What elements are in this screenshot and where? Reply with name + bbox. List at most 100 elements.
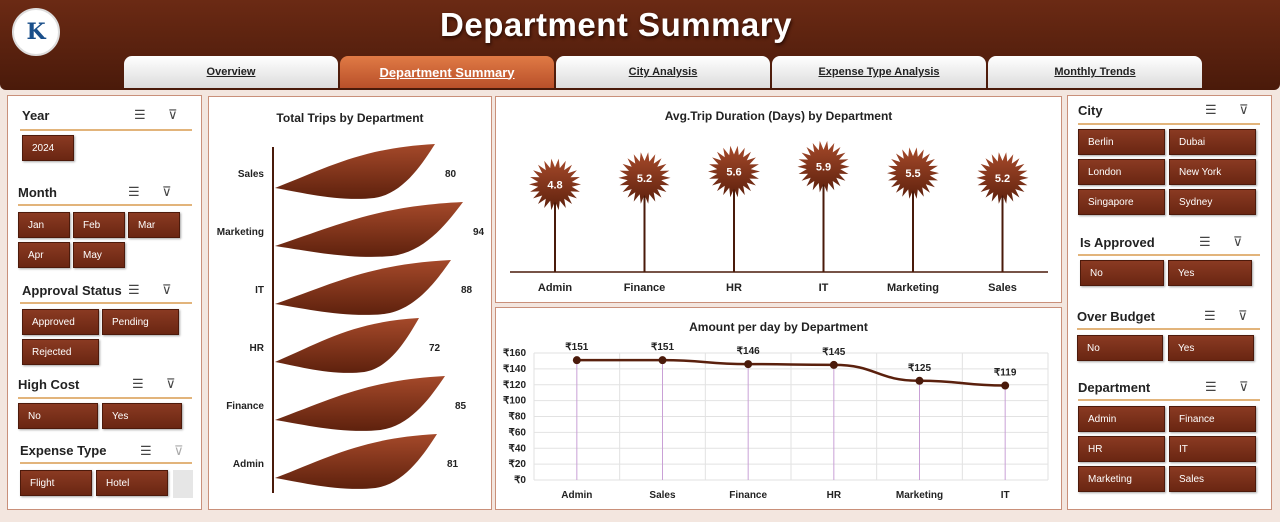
category-label: Marketing — [887, 282, 939, 294]
data-point — [915, 376, 924, 385]
data-label: 88 — [461, 285, 473, 296]
y-tick-label: ₹0 — [514, 475, 526, 486]
slicer-item-marketing[interactable]: Marketing — [1078, 466, 1165, 492]
bar-finance — [275, 376, 445, 431]
data-label: 72 — [429, 343, 441, 354]
clear-filter-icon[interactable]: ⊽ — [166, 376, 176, 391]
data-point — [744, 360, 753, 369]
clear-filter-icon[interactable]: ⊽ — [168, 107, 178, 122]
slicer-item-london[interactable]: London — [1078, 159, 1165, 185]
slicer-item-feb[interactable]: Feb — [73, 212, 125, 238]
category-label: Marketing — [217, 227, 264, 238]
burst-admin — [529, 158, 581, 211]
slicer-title-month: Month — [18, 185, 57, 200]
slicer-item-finance[interactable]: Finance — [1169, 406, 1256, 432]
clear-filter-icon[interactable]: ⊽ — [174, 443, 184, 458]
data-label: ₹146 — [737, 346, 760, 357]
amount-per-day-chart-panel: Amount per day by Department ₹0 ₹20 ₹40 ₹60… — [495, 307, 1062, 510]
category-label: Admin — [233, 459, 264, 470]
bar-hr — [275, 318, 419, 373]
slicer-title-over-budget: Over Budget — [1077, 309, 1156, 324]
burst-sales — [976, 152, 1029, 204]
multi-select-icon[interactable]: ☰ — [128, 282, 140, 297]
slicer-item-apr[interactable]: Apr — [18, 242, 70, 268]
y-tick-label: ₹60 — [509, 427, 527, 438]
slicer-item-new-york[interactable]: New York — [1169, 159, 1256, 185]
slicer-item-2024[interactable]: 2024 — [22, 135, 74, 161]
data-label: 81 — [447, 459, 459, 470]
slicer-item-sydney[interactable]: Sydney — [1169, 189, 1256, 215]
x-tick-label: Marketing — [896, 490, 943, 501]
slicer-item-hr[interactable]: HR — [1078, 436, 1165, 462]
slicer-item-jan[interactable]: Jan — [18, 212, 70, 238]
multi-select-icon[interactable]: ☰ — [1205, 102, 1217, 117]
slicer-item-approved[interactable]: Approved — [22, 309, 99, 335]
avg-duration-chart-panel: Avg.Trip Duration (Days) by Department 4… — [495, 96, 1062, 303]
slicer-item-rejected[interactable]: Rejected — [22, 339, 99, 365]
clear-filter-icon[interactable]: ⊽ — [162, 282, 172, 297]
data-point — [658, 356, 667, 365]
slicer-item-berlin[interactable]: Berlin — [1078, 129, 1165, 155]
y-tick-label: ₹40 — [509, 443, 527, 454]
multi-select-icon[interactable]: ☰ — [132, 376, 144, 391]
slicer-item-yes[interactable]: Yes — [1168, 260, 1252, 286]
multi-select-icon[interactable]: ☰ — [1204, 308, 1216, 323]
burst-hr — [708, 145, 760, 198]
burst-marketing — [887, 147, 939, 199]
category-label: Admin — [538, 282, 573, 294]
bar-marketing — [275, 202, 463, 257]
slicer-item-no[interactable]: No — [1077, 335, 1163, 361]
slicer-scrollbar[interactable] — [173, 470, 193, 498]
clear-filter-icon[interactable]: ⊽ — [1239, 102, 1249, 117]
category-label: Sales — [988, 282, 1017, 294]
slicer-item-mar[interactable]: Mar — [128, 212, 180, 238]
chart-title: Total Trips by Department — [276, 111, 424, 125]
tab-overview[interactable]: Overview — [124, 56, 338, 88]
slicer-item-flight[interactable]: Flight — [20, 470, 92, 496]
slicer-title-approval-status: Approval Status — [22, 283, 122, 298]
x-tick-label: IT — [1001, 490, 1010, 501]
data-label: 94 — [473, 227, 485, 238]
amount-per-day-chart: ₹0 ₹20 ₹40 ₹60 ₹80 ₹100 ₹120 ₹140 ₹160 ₹151 Admin ₹… — [503, 342, 1049, 501]
y-tick-label: ₹140 — [503, 364, 526, 375]
slicer-item-sales[interactable]: Sales — [1169, 466, 1256, 492]
slicer-item-may[interactable]: May — [73, 242, 125, 268]
slicer-item-no[interactable]: No — [18, 403, 98, 429]
category-label: Finance — [624, 282, 666, 294]
tab-city-analysis[interactable]: City Analysis — [556, 56, 770, 88]
data-label: ₹145 — [822, 347, 845, 358]
slicer-item-yes[interactable]: Yes — [102, 403, 182, 429]
data-point — [829, 360, 838, 369]
slicer-title-year: Year — [22, 108, 50, 123]
slicer-title-department: Department — [1078, 380, 1151, 395]
category-label: Finance — [226, 401, 264, 412]
slicer-item-singapore[interactable]: Singapore — [1078, 189, 1165, 215]
x-tick-label: HR — [827, 490, 842, 501]
data-label: 80 — [445, 169, 457, 180]
multi-select-icon[interactable]: ☰ — [140, 443, 152, 458]
slicer-title-city: City — [1078, 103, 1103, 118]
tab-department-summary[interactable]: Department Summary — [340, 56, 554, 88]
multi-select-icon[interactable]: ☰ — [134, 107, 146, 122]
clear-filter-icon[interactable]: ⊽ — [1233, 234, 1243, 249]
multi-select-icon[interactable]: ☰ — [128, 184, 140, 199]
slicer-item-it[interactable]: IT — [1169, 436, 1256, 462]
total-trips-chart: Sales 80 Marketing 94 IT 88 HR 72 Finance 85 Admin… — [217, 144, 485, 493]
multi-select-icon[interactable]: ☰ — [1199, 234, 1211, 249]
slicer-item-dubai[interactable]: Dubai — [1169, 129, 1256, 155]
slicer-item-no[interactable]: No — [1080, 260, 1164, 286]
slicer-item-hotel[interactable]: Hotel — [96, 470, 168, 496]
slicer-item-pending[interactable]: Pending — [102, 309, 179, 335]
slicer-item-yes[interactable]: Yes — [1168, 335, 1254, 361]
slicer-item-admin[interactable]: Admin — [1078, 406, 1165, 432]
multi-select-icon[interactable]: ☰ — [1205, 379, 1217, 394]
tab-monthly-trends[interactable]: Monthly Trends — [988, 56, 1202, 88]
data-label: ₹151 — [651, 342, 674, 353]
clear-filter-icon[interactable]: ⊽ — [162, 184, 172, 199]
clear-filter-icon[interactable]: ⊽ — [1238, 308, 1248, 323]
slicer-title-high-cost: High Cost — [18, 377, 80, 392]
tab-expense-type-analysis[interactable]: Expense Type Analysis — [772, 56, 986, 88]
clear-filter-icon[interactable]: ⊽ — [1239, 379, 1249, 394]
x-tick-label: Sales — [649, 490, 676, 501]
bar-sales — [275, 144, 435, 199]
